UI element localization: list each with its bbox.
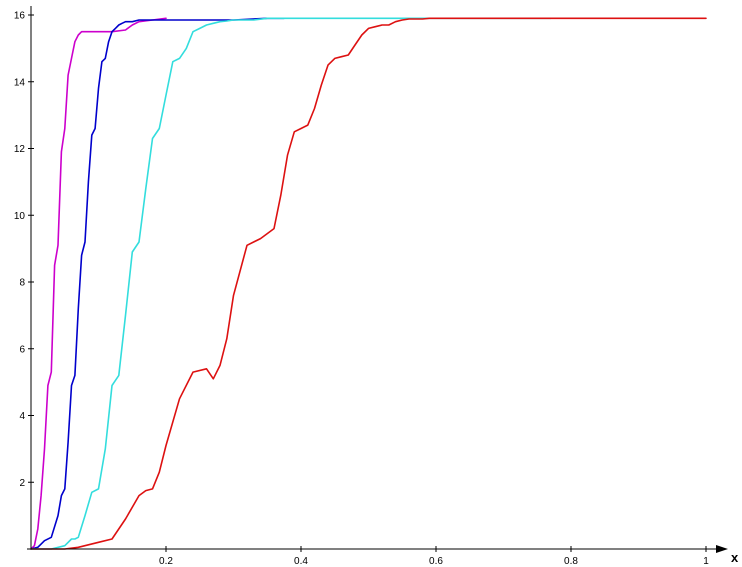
series-line-4 (30, 17, 707, 550)
axes-layer: x (27, 6, 739, 565)
series-line-1 (30, 17, 167, 550)
x-tick-label: 0.2 (159, 556, 173, 567)
x-tick-label: 1 (703, 556, 709, 567)
y-tick-label: 16 (14, 11, 26, 22)
x-axis-arrow (716, 545, 728, 553)
y-tick-label: 8 (19, 278, 25, 289)
y-tick-label: 6 (19, 344, 25, 355)
series-layer (30, 17, 707, 550)
y-tick-label: 14 (14, 77, 26, 88)
series-line-3 (30, 17, 552, 550)
x-tick-label: 0.8 (564, 556, 578, 567)
y-tick-label: 4 (19, 411, 25, 422)
x-tick-label: 0.6 (429, 556, 443, 567)
y-tick-label: 2 (19, 478, 25, 489)
x-axis-label: x (731, 550, 739, 565)
x-tick-label: 0.4 (294, 556, 308, 567)
series-line-2 (30, 17, 285, 550)
y-tick-label: 12 (14, 144, 26, 155)
y-tick-label: 10 (14, 211, 26, 222)
